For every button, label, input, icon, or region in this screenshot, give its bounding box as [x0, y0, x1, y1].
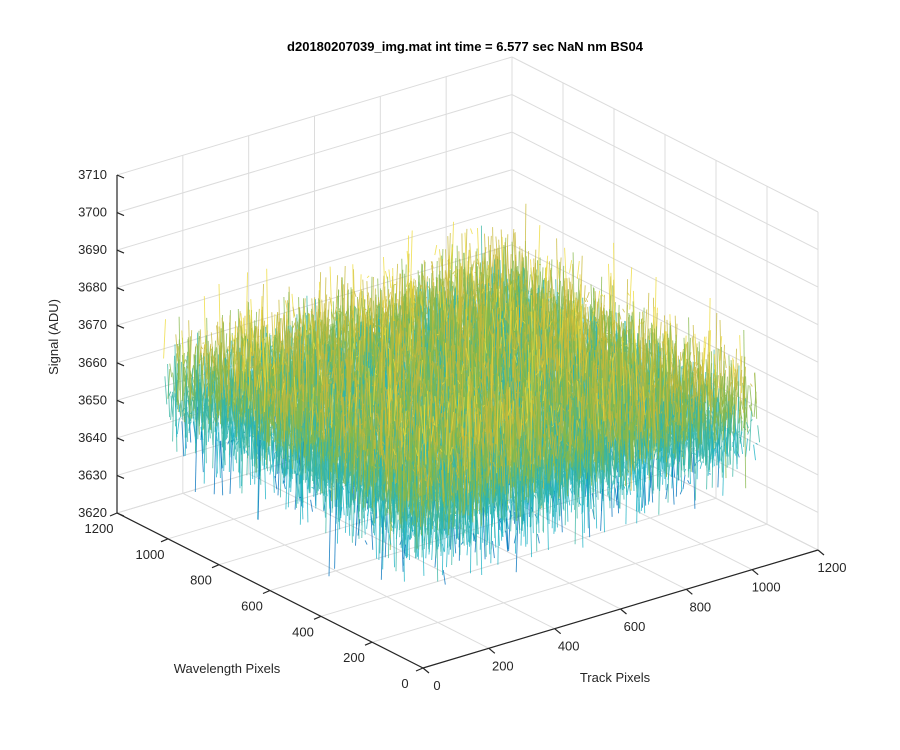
surface-segment: [500, 270, 503, 313]
surface-segment: [388, 269, 392, 288]
grid-line: [116, 206, 513, 326]
surface-segment: [434, 245, 438, 256]
surface-segment: [526, 251, 530, 314]
surface-segment: [384, 270, 388, 280]
surface-segment: [464, 232, 468, 291]
surface-segment: [556, 259, 560, 279]
grid-line: [116, 131, 513, 251]
grid-line: [320, 497, 717, 617]
surface-segment: [409, 230, 413, 298]
grid-line: [511, 131, 819, 288]
grid-line: [116, 169, 513, 289]
surface-segment: [470, 228, 473, 235]
surface-segment: [570, 263, 574, 324]
surface-segment: [471, 260, 475, 272]
surface-segment: [629, 267, 633, 310]
surface-segment: [357, 331, 360, 333]
surface-segment: [366, 275, 370, 279]
surface-segment: [585, 297, 589, 303]
grid-line: [511, 206, 819, 363]
surface-segment: [476, 283, 480, 285]
surface-segment: [449, 247, 453, 270]
surface-segment: [438, 249, 442, 266]
grid-line: [511, 94, 819, 251]
surface-segment: [477, 227, 480, 279]
surface-segment: [576, 261, 580, 279]
surface-segment: [452, 271, 456, 275]
chart-title: d20180207039_img.mat int time = 6.577 se…: [287, 39, 644, 54]
surface-segment: [484, 233, 487, 286]
surface-segment: [528, 274, 531, 294]
surface-segment: [586, 291, 590, 298]
grid-line: [511, 56, 819, 213]
grid-line: [116, 56, 513, 176]
surface-segment: [291, 293, 295, 318]
surface-mesh: [163, 203, 761, 585]
grid-line: [371, 523, 768, 643]
grid-line: [116, 94, 513, 214]
surface-segment: [292, 322, 296, 328]
grid-line: [511, 169, 819, 326]
surface-segment: [477, 258, 480, 269]
surface-segment: [440, 294, 444, 310]
surface-segment: [569, 260, 573, 273]
surface-segment: [622, 308, 625, 313]
surface-segment: [413, 285, 417, 318]
surface-segment: [564, 247, 568, 291]
surface-segment: [537, 225, 541, 288]
surface-segment: [627, 292, 630, 296]
surface-segment: [549, 293, 553, 302]
